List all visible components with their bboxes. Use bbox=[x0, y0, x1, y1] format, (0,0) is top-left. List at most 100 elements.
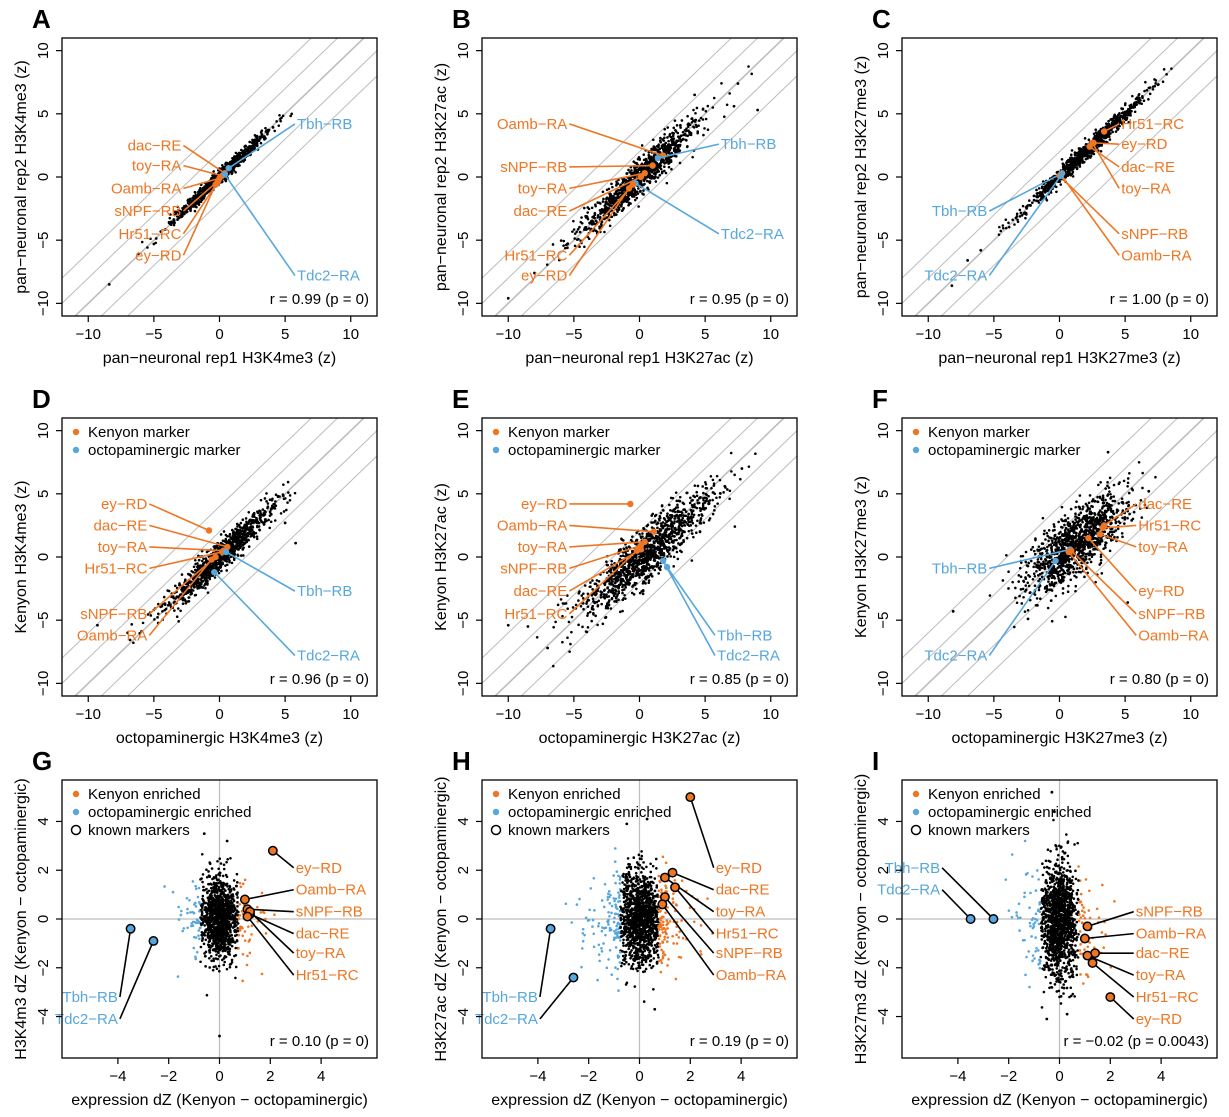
data-point bbox=[237, 535, 240, 538]
x-tick-label: 0 bbox=[635, 326, 643, 343]
data-point bbox=[638, 576, 641, 579]
panel-b: Oamb−RATbh−RBsNPF−RBtoy−RAdac−RETdc2−RAH… bbox=[433, 4, 798, 367]
data-point bbox=[692, 494, 695, 498]
data-point bbox=[1110, 118, 1114, 121]
data-point bbox=[678, 149, 682, 152]
x-axis-label: pan−neuronal rep1 H3K27me3 (z) bbox=[938, 350, 1180, 367]
data-point bbox=[579, 220, 583, 224]
diagonal-guide bbox=[126, 75, 377, 316]
correlation-text: r = 1.00 (p = 0) bbox=[1110, 291, 1209, 308]
data-point bbox=[244, 527, 248, 530]
annotation-label: dac−RE bbox=[94, 517, 148, 534]
data-point bbox=[1004, 226, 1008, 230]
data-point bbox=[255, 516, 258, 520]
data-point bbox=[665, 548, 669, 552]
data-point bbox=[193, 190, 197, 194]
data-point bbox=[256, 510, 259, 513]
data-point bbox=[174, 584, 177, 588]
data-point bbox=[599, 212, 602, 215]
data-point bbox=[181, 214, 184, 218]
data-point bbox=[663, 165, 666, 168]
data-point bbox=[603, 588, 606, 592]
data-point bbox=[1131, 94, 1134, 98]
data-point bbox=[231, 539, 235, 543]
annotation-leader bbox=[568, 184, 634, 256]
data-point bbox=[1072, 163, 1075, 167]
x-tick-label: 5 bbox=[701, 326, 709, 343]
data-point bbox=[628, 192, 632, 196]
annotation-label: toy−RA bbox=[1121, 180, 1171, 197]
data-point bbox=[267, 518, 270, 522]
data-point bbox=[1084, 157, 1088, 161]
data-point bbox=[603, 217, 606, 221]
data-point bbox=[634, 193, 638, 196]
data-point bbox=[275, 120, 278, 123]
data-point bbox=[643, 545, 647, 549]
diagonal-guide bbox=[902, 38, 1179, 304]
data-point bbox=[1144, 80, 1147, 84]
data-point bbox=[674, 143, 677, 146]
data-point bbox=[683, 508, 687, 512]
data-point bbox=[1081, 155, 1084, 158]
data-point bbox=[624, 577, 628, 580]
data-point bbox=[624, 197, 627, 201]
data-point bbox=[226, 540, 230, 544]
data-point bbox=[590, 221, 594, 225]
annotation-label: ey−RD bbox=[101, 496, 147, 513]
data-point bbox=[580, 594, 584, 597]
annotation-leader bbox=[182, 182, 218, 235]
data-point bbox=[706, 128, 710, 132]
data-point bbox=[271, 497, 274, 501]
data-point bbox=[697, 513, 701, 517]
data-point bbox=[666, 126, 670, 129]
data-point bbox=[233, 532, 237, 535]
data-point bbox=[580, 216, 583, 219]
data-point bbox=[189, 198, 193, 202]
data-point bbox=[229, 555, 233, 559]
data-point bbox=[634, 564, 638, 568]
data-point bbox=[246, 531, 250, 535]
data-point bbox=[659, 511, 663, 515]
x-tick-label: 5 bbox=[281, 326, 289, 343]
data-point bbox=[187, 198, 190, 202]
y-tick-label: 5 bbox=[35, 490, 52, 498]
annotation-leader bbox=[569, 123, 664, 157]
data-point bbox=[274, 493, 278, 497]
data-point bbox=[626, 199, 630, 202]
data-point bbox=[224, 559, 227, 563]
data-point bbox=[635, 531, 638, 535]
data-point bbox=[722, 115, 726, 119]
data-point bbox=[229, 550, 232, 553]
data-point bbox=[1133, 110, 1137, 114]
data-point bbox=[246, 522, 250, 525]
data-point bbox=[1121, 107, 1124, 111]
data-point bbox=[650, 575, 654, 578]
data-point bbox=[1127, 120, 1131, 124]
data-point bbox=[235, 522, 239, 526]
annotation-label: toy−RA bbox=[98, 539, 148, 556]
data-point bbox=[193, 558, 197, 562]
data-point bbox=[722, 491, 725, 494]
data-point bbox=[603, 596, 607, 600]
data-point bbox=[644, 157, 648, 161]
data-point bbox=[247, 545, 251, 548]
diagonal-guide bbox=[482, 418, 759, 684]
panel-e: ey−RDOamb−RAtoy−RAsNPF−RBdac−REHr51−RCTb… bbox=[433, 384, 798, 747]
x-tick-label: −10 bbox=[76, 706, 101, 723]
data-point bbox=[1148, 92, 1152, 96]
data-point bbox=[184, 601, 188, 605]
data-point bbox=[1078, 153, 1082, 157]
data-point bbox=[289, 114, 292, 118]
data-point bbox=[194, 593, 198, 597]
data-point bbox=[1142, 99, 1146, 103]
y-tick-label: −10 bbox=[875, 291, 892, 316]
data-point bbox=[573, 237, 577, 240]
data-point bbox=[711, 106, 715, 109]
data-point bbox=[713, 509, 716, 512]
data-point bbox=[224, 540, 227, 544]
data-point bbox=[163, 608, 167, 612]
diagonal-guide bbox=[546, 455, 797, 696]
annotation-leader bbox=[1091, 142, 1120, 189]
annotation-leader bbox=[149, 546, 224, 552]
data-point bbox=[1011, 218, 1014, 222]
